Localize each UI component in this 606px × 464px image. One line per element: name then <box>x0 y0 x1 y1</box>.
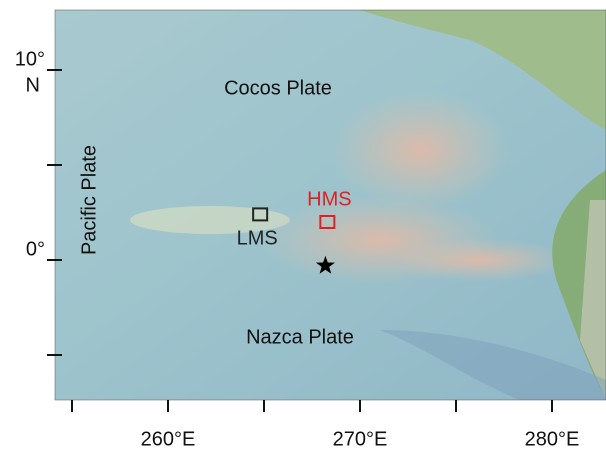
site-star <box>315 255 335 274</box>
map-frame <box>54 9 606 401</box>
plate-label: Cocos Plate <box>224 77 332 99</box>
y-tick-label: N <box>26 74 40 96</box>
site-box <box>252 207 269 222</box>
site-box <box>319 215 336 229</box>
y-tick-label: 10° <box>15 48 45 70</box>
y-tick-label: 0° <box>26 238 45 260</box>
site-label: LMS <box>237 228 278 250</box>
x-tick-label: 270°E <box>333 428 388 450</box>
plate-label: Nazca Plate <box>246 326 354 348</box>
plate-label: Pacific Plate <box>78 145 100 255</box>
x-tick-label: 280°E <box>525 428 580 450</box>
site-label: HMS <box>307 188 351 210</box>
x-tick-label: 260°E <box>141 428 196 450</box>
